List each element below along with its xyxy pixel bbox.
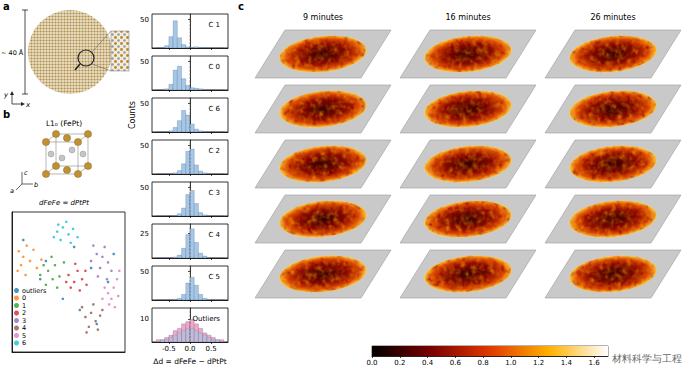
svg-text:25: 25 [140,230,149,238]
svg-text:dFeFe = dPtPt: dFeFe = dPtPt [39,199,89,207]
svg-text:0.4: 0.4 [422,359,434,367]
svg-text:0.8: 0.8 [477,359,488,367]
svg-text:3: 3 [22,316,27,325]
svg-text:C 4: C 4 [208,231,220,239]
svg-text:50: 50 [140,268,149,276]
svg-text:1: 1 [22,301,27,310]
svg-text:b: b [34,181,38,189]
svg-text:~ 40 Å: ~ 40 Å [1,48,24,57]
svg-text:b: b [3,109,10,120]
svg-text:C 6: C 6 [208,105,220,113]
svg-text:C 1: C 1 [208,21,220,29]
svg-text:1.0: 1.0 [505,359,516,367]
svg-text:a: a [10,187,14,195]
svg-text:26 minutes: 26 minutes [590,13,635,22]
svg-text:1.6: 1.6 [589,359,601,367]
svg-text:10: 10 [140,315,149,323]
svg-text:0.6: 0.6 [450,359,462,367]
svg-text:Δd = dFeFe − dPtPt: Δd = dFeFe − dPtPt [153,357,227,366]
svg-text:Counts: Counts [128,101,137,129]
svg-text:c: c [238,1,244,12]
svg-text:16 minutes: 16 minutes [445,13,490,22]
svg-text:C 0: C 0 [208,63,220,71]
svg-text:6: 6 [22,339,26,347]
svg-text:5: 5 [22,331,27,340]
svg-text:C 2: C 2 [208,147,220,155]
svg-text:L1₀ (FePt): L1₀ (FePt) [46,119,82,128]
svg-text:50: 50 [140,184,149,192]
svg-text:50: 50 [140,58,149,66]
svg-text:y: y [3,91,9,99]
svg-text:9 minutes: 9 minutes [303,13,343,22]
svg-text:C 5: C 5 [208,273,220,281]
svg-text:a: a [3,1,10,12]
svg-text:x: x [25,101,31,109]
svg-text:0.5: 0.5 [206,345,217,353]
svg-text:1.4: 1.4 [561,359,573,367]
svg-text:50: 50 [140,100,149,108]
svg-text:0.2: 0.2 [394,359,405,367]
svg-text:outliers: outliers [22,286,47,295]
svg-text:材料科学与工程: 材料科学与工程 [611,353,682,364]
svg-text:c: c [24,169,28,177]
svg-text:4: 4 [22,324,27,332]
svg-text:50: 50 [140,16,149,24]
svg-text:Outliers: Outliers [193,315,221,323]
svg-text:0: 0 [22,294,27,302]
svg-text:1.2: 1.2 [533,359,544,367]
svg-text:2: 2 [22,309,27,317]
svg-text:0.0: 0.0 [184,345,195,353]
svg-text:50: 50 [140,142,149,150]
svg-text:0.0: 0.0 [366,359,377,367]
svg-text:C 3: C 3 [208,189,220,197]
svg-text:-0.5: -0.5 [162,345,176,353]
